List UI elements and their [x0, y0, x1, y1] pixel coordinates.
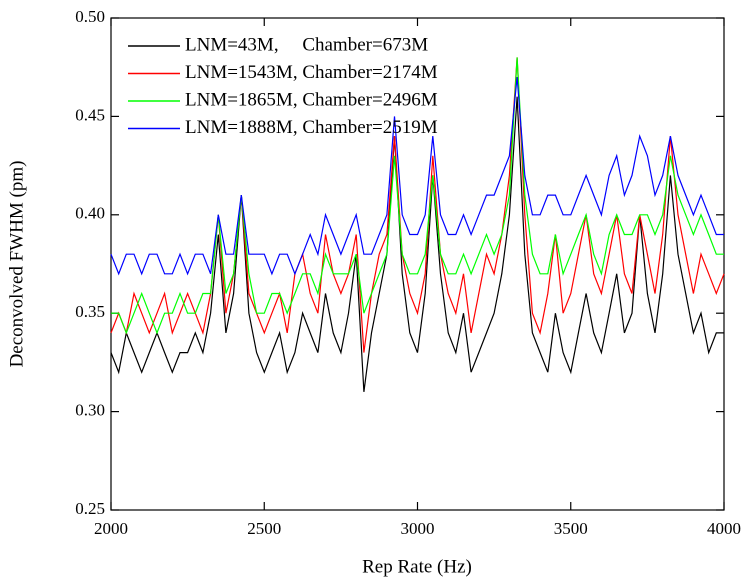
y-tick-label: 0.35 — [75, 302, 105, 321]
y-tick-label: 0.40 — [75, 204, 105, 223]
y-tick-label: 0.45 — [75, 105, 105, 124]
legend-label: LNM=1888M, Chamber=2519M — [185, 117, 438, 138]
x-tick-label: 4000 — [707, 519, 741, 538]
series-line — [110, 96, 724, 392]
y-tick-label: 0.30 — [75, 401, 105, 420]
legend-label: LNM=43M, Chamber=673M — [185, 34, 428, 55]
series-line — [110, 76, 724, 276]
y-tick-label: 0.25 — [75, 499, 105, 518]
x-tick-label: 2500 — [247, 519, 281, 538]
x-axis-title: Rep Rate (Hz) — [362, 556, 472, 577]
y-axis-title: Deconvolved FWHM (pm) — [6, 161, 27, 368]
x-tick-label: 3000 — [401, 519, 435, 538]
x-tick-label: 3500 — [554, 519, 588, 538]
legend-label: LNM=1865M, Chamber=2496M — [185, 89, 438, 110]
legend-label: LNM=1543M, Chamber=2174M — [185, 62, 438, 83]
series-line — [111, 57, 724, 335]
x-tick-label: 2000 — [94, 519, 128, 538]
y-tick-label: 0.50 — [75, 7, 105, 26]
